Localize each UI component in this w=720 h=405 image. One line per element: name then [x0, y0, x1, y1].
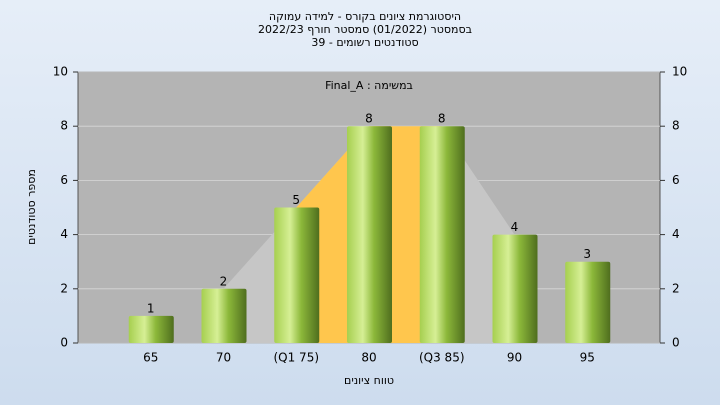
annotation: Final_A : במשימה [325, 79, 413, 92]
title-line: בסמסטר (01/2022) סמסטר חורף 2022/23 [258, 23, 472, 36]
x-tick-label: 95 [580, 351, 595, 365]
title-line: סטודנטים רשומים - 39 [311, 36, 418, 49]
bar [565, 261, 611, 343]
y-tick-label: 10 [53, 65, 68, 79]
data-label: 5 [292, 193, 300, 207]
bar [347, 126, 392, 343]
x-tick-label: 70 [216, 351, 231, 365]
data-label: 4 [511, 220, 519, 234]
y-tick-label: 6 [60, 173, 68, 187]
data-label: 3 [583, 247, 591, 261]
y-tick-label: 0 [60, 336, 68, 350]
y-tick-label: 2 [60, 281, 68, 295]
x-tick-label: 65 [143, 351, 158, 365]
y2-tick-label: 8 [672, 119, 680, 133]
y2-tick-label: 2 [672, 281, 680, 295]
data-label: 8 [365, 112, 373, 126]
y2-tick-label: 4 [672, 227, 680, 241]
y-axis-label: מספר סטודנטים [25, 169, 38, 245]
y2-tick-label: 0 [672, 336, 680, 350]
bar [419, 126, 465, 343]
y2-tick-label: 6 [672, 173, 680, 187]
y-tick-label: 4 [60, 227, 68, 241]
data-label: 8 [438, 112, 446, 126]
bar [201, 288, 247, 343]
x-tick-label: 80 [361, 351, 376, 365]
x-axis-label: טווח ציונים [344, 374, 394, 387]
x-tick-label: (Q1 75) [273, 351, 319, 365]
y-tick-label: 8 [60, 119, 68, 133]
bar [128, 315, 174, 343]
x-tick-label: (Q3 85) [419, 351, 465, 365]
data-label: 1 [147, 301, 155, 315]
x-tick-label: 90 [507, 351, 522, 365]
bar [492, 234, 538, 343]
data-label: 2 [220, 274, 228, 288]
y2-tick-label: 10 [672, 65, 687, 79]
bar [274, 207, 320, 343]
title-line: היסטוגרמת ציונים בקורס - למידה עמוקה [269, 10, 461, 23]
